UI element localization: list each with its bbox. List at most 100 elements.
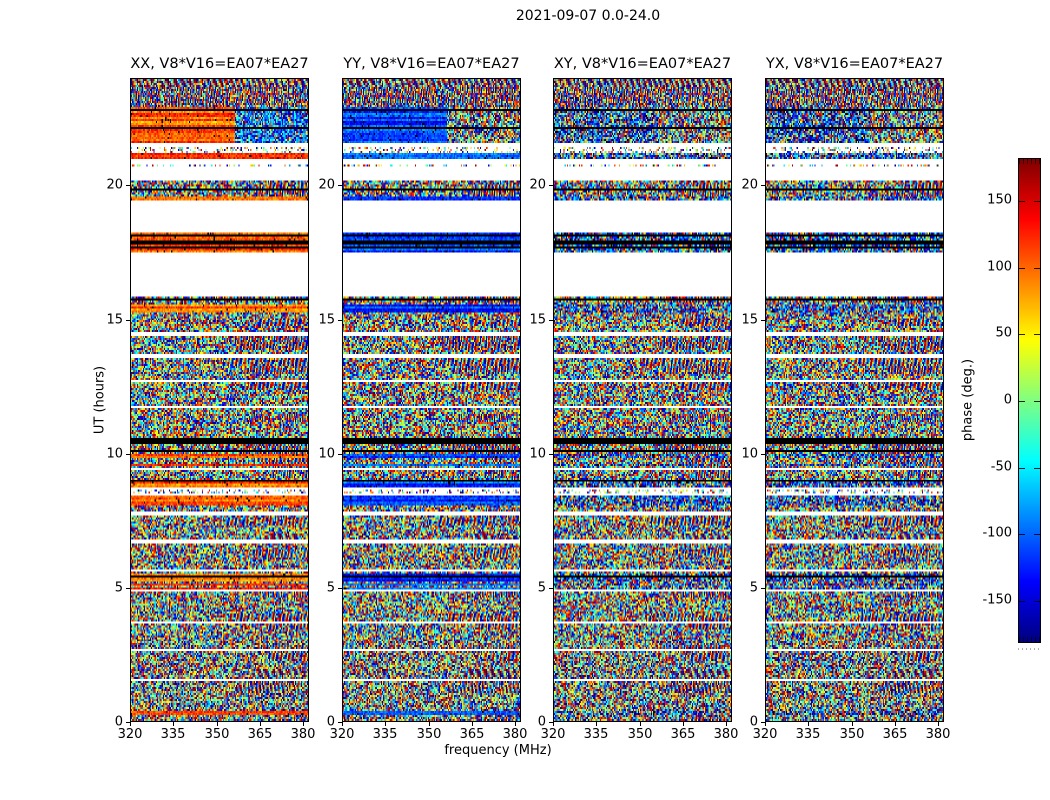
x-tick	[640, 722, 641, 726]
y-tick-label: 0	[537, 714, 546, 730]
x-tick-label: 320	[329, 727, 355, 742]
y-tick	[338, 722, 342, 723]
colorbar-tick	[1019, 534, 1025, 535]
phase-waterfall-image	[343, 79, 520, 721]
colorbar-bottom-hatch	[1019, 637, 1040, 642]
colorbar-tick	[1019, 268, 1025, 269]
x-tick	[895, 722, 896, 726]
y-tick	[549, 722, 553, 723]
y-tick	[761, 454, 765, 455]
y-tick	[126, 185, 130, 186]
x-tick-label: 350	[204, 727, 230, 742]
x-tick	[938, 722, 939, 726]
x-tick-label: 320	[752, 727, 778, 742]
colorbar-tick-label: 0	[1003, 392, 1012, 408]
y-tick	[338, 185, 342, 186]
x-tick-label: 335	[160, 727, 186, 742]
x-tick	[130, 722, 131, 726]
y-tick-label: 15	[741, 312, 758, 328]
y-tick	[761, 588, 765, 589]
waterfall-panel-yy	[342, 78, 521, 722]
colorbar-tick	[1034, 334, 1040, 335]
x-tick	[515, 722, 516, 726]
y-tick	[761, 320, 765, 321]
x-tick-label: 365	[459, 727, 485, 742]
colorbar-tick-label: 100	[987, 259, 1012, 275]
y-tick-label: 10	[741, 446, 758, 462]
y-axis-label: UT (hours)	[92, 365, 108, 435]
colorbar-top-hatch	[1019, 159, 1040, 164]
y-tick-label: 5	[749, 580, 758, 596]
x-tick	[808, 722, 809, 726]
x-tick	[217, 722, 218, 726]
y-tick	[338, 588, 342, 589]
colorbar-tick	[1034, 401, 1040, 402]
y-tick-label: 15	[529, 312, 546, 328]
x-tick-label: 320	[117, 727, 143, 742]
y-tick-label: 15	[318, 312, 335, 328]
x-tick	[765, 722, 766, 726]
x-tick-label: 380	[290, 727, 316, 742]
colorbar-tick	[1019, 334, 1025, 335]
colorbar-tick	[1034, 601, 1040, 602]
x-tick-label: 320	[540, 727, 566, 742]
colorbar-tick-label: -150	[982, 592, 1012, 608]
x-tick	[385, 722, 386, 726]
y-tick-label: 20	[106, 177, 123, 193]
colorbar	[1018, 158, 1041, 643]
y-tick	[126, 588, 130, 589]
y-tick	[761, 722, 765, 723]
x-tick	[303, 722, 304, 726]
x-tick-label: 365	[882, 727, 908, 742]
x-tick	[173, 722, 174, 726]
y-tick	[338, 454, 342, 455]
y-tick-label: 20	[529, 177, 546, 193]
panel-title-yy: YY, V8*V16=EA07*EA27	[343, 56, 520, 72]
x-tick-label: 335	[583, 727, 609, 742]
phase-waterfall-image	[554, 79, 731, 721]
y-tick-label: 5	[326, 580, 335, 596]
x-tick-label: 365	[247, 727, 273, 742]
y-tick-label: 0	[749, 714, 758, 730]
x-tick-label: 335	[795, 727, 821, 742]
x-tick-label: 350	[416, 727, 442, 742]
x-tick-label: 335	[372, 727, 398, 742]
colorbar-tick-label: 150	[987, 192, 1012, 208]
phase-waterfall-image	[766, 79, 943, 721]
y-tick	[549, 320, 553, 321]
colorbar-tick	[1019, 601, 1025, 602]
x-tick-label: 380	[502, 727, 528, 742]
y-tick-label: 10	[529, 446, 546, 462]
y-tick-label: 0	[114, 714, 123, 730]
x-tick-label: 350	[627, 727, 653, 742]
colorbar-under-dots	[1018, 648, 1041, 650]
colorbar-tick-label: -100	[982, 525, 1012, 541]
x-tick-label: 380	[925, 727, 951, 742]
colorbar-tick	[1034, 468, 1040, 469]
waterfall-panel-yx	[765, 78, 944, 722]
x-tick	[429, 722, 430, 726]
y-tick-label: 10	[318, 446, 335, 462]
y-tick-label: 20	[741, 177, 758, 193]
x-axis-label: frequency (MHz)	[444, 743, 552, 758]
x-tick	[596, 722, 597, 726]
x-tick-label: 380	[713, 727, 739, 742]
x-tick	[342, 722, 343, 726]
colorbar-tick	[1019, 468, 1025, 469]
x-tick	[852, 722, 853, 726]
x-tick-label: 350	[839, 727, 865, 742]
y-tick	[126, 320, 130, 321]
colorbar-tick	[1034, 534, 1040, 535]
colorbar-tick-label: 50	[995, 325, 1012, 341]
y-tick-label: 0	[326, 714, 335, 730]
x-tick	[472, 722, 473, 726]
panel-title-xx: XX, V8*V16=EA07*EA27	[130, 56, 309, 72]
waterfall-panel-xy	[553, 78, 732, 722]
phase-waterfall-image	[131, 79, 308, 721]
figure-title: 2021-09-07 0.0-24.0	[515, 8, 661, 24]
y-tick-label: 15	[106, 312, 123, 328]
y-tick-label: 20	[318, 177, 335, 193]
colorbar-tick-label: -50	[990, 459, 1012, 475]
colorbar-tick	[1019, 401, 1025, 402]
